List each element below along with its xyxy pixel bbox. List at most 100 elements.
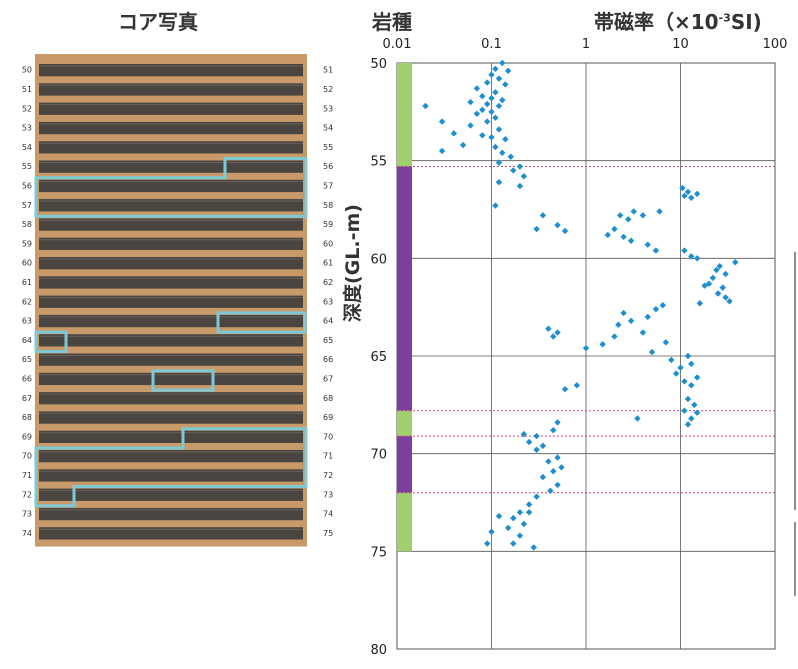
data-point — [520, 520, 528, 528]
data-point — [502, 81, 509, 88]
data-point — [625, 216, 632, 223]
data-point — [554, 329, 561, 336]
data-point — [713, 266, 720, 274]
data-point — [644, 313, 651, 321]
core-segment — [39, 64, 303, 77]
data-point — [573, 382, 581, 389]
data-point — [688, 382, 695, 389]
y-tick-label: 80 — [370, 643, 387, 658]
data-point — [545, 458, 552, 465]
core-depth-label-right: 70 — [323, 432, 333, 441]
rock-type-interval — [397, 410, 412, 437]
data-point — [483, 79, 491, 86]
core-segment — [39, 334, 303, 347]
data-point — [467, 98, 474, 106]
core-depth-label-left: 55 — [22, 162, 32, 171]
core-segment — [39, 102, 303, 115]
data-point — [662, 339, 670, 346]
data-point — [630, 208, 637, 215]
data-point — [716, 262, 723, 270]
data-point — [438, 118, 446, 125]
data-point — [525, 501, 533, 508]
data-point — [504, 67, 512, 75]
data-point — [714, 290, 722, 297]
data-point — [510, 514, 517, 522]
data-point — [520, 173, 528, 180]
data-point — [547, 487, 554, 494]
x-tick-label: 0.01 — [383, 37, 412, 52]
data-point — [691, 401, 698, 409]
data-point — [495, 178, 503, 186]
core-depth-label-left: 53 — [22, 124, 32, 133]
data-point — [616, 212, 624, 219]
core-depth-label-left: 57 — [22, 201, 32, 210]
core-highlight-box — [34, 427, 308, 508]
core-segment — [39, 141, 303, 154]
core-depth-label-left: 60 — [22, 259, 32, 268]
data-point — [656, 208, 663, 215]
data-point — [550, 427, 557, 434]
data-point — [620, 233, 627, 241]
core-segment — [39, 257, 303, 270]
data-point — [483, 100, 491, 108]
data-point — [611, 333, 618, 340]
data-point — [599, 341, 606, 348]
data-point — [479, 106, 486, 114]
data-point — [495, 512, 503, 520]
core-highlight-box — [151, 369, 215, 392]
data-point — [620, 309, 627, 317]
susceptibility-chart: 0.01 0.1 1 10 100 50 55 60 65 70 75 80 — [370, 37, 787, 658]
data-point — [507, 153, 514, 160]
core-depth-label-right: 69 — [323, 413, 333, 422]
core-segment — [39, 314, 303, 328]
data-point — [554, 481, 561, 489]
core-segment — [39, 372, 303, 386]
data-point — [525, 438, 533, 446]
data-point — [539, 473, 547, 481]
data-point — [693, 255, 701, 262]
core-depth-label-right: 72 — [323, 471, 333, 480]
core-segment — [39, 83, 303, 96]
x-tick-label: 1 — [582, 37, 590, 52]
data-point — [488, 134, 495, 141]
data-point — [719, 284, 726, 291]
data-point — [492, 114, 499, 121]
data-point — [516, 532, 524, 539]
core-depth-label-left: 51 — [22, 85, 32, 94]
data-point — [530, 544, 537, 551]
core-depth-label-left: 65 — [22, 355, 32, 364]
data-point — [550, 468, 557, 475]
data-point — [677, 364, 684, 371]
core-segment — [39, 199, 303, 212]
core-depth-label-right: 62 — [323, 278, 333, 287]
y-tick-label: 70 — [370, 448, 387, 463]
data-point — [492, 89, 499, 96]
data-point — [627, 317, 635, 325]
susceptibility-title: 帯磁率（×10-3SI) — [594, 6, 762, 35]
core-depth-label-right: 55 — [323, 143, 333, 152]
data-point — [483, 118, 491, 125]
core-depth-label-left: 63 — [22, 317, 32, 326]
data-point — [545, 325, 552, 332]
data-point — [473, 85, 481, 92]
data-point — [709, 274, 717, 282]
data-point — [722, 294, 729, 301]
data-point — [510, 540, 517, 547]
core-depth-label-right: 71 — [323, 452, 333, 461]
y-tick-label: 60 — [370, 252, 387, 267]
core-depth-label-left: 68 — [22, 413, 32, 422]
data-point — [492, 143, 499, 151]
core-highlight-box — [34, 157, 308, 218]
core-depth-label-right: 63 — [323, 297, 333, 306]
data-point — [499, 149, 506, 157]
core-depth-label-right: 73 — [323, 490, 333, 499]
data-point — [659, 302, 667, 309]
data-point — [604, 231, 611, 239]
data-point — [688, 194, 695, 201]
data-point — [533, 493, 540, 500]
core-depth-label-right: 75 — [323, 529, 333, 538]
x-tick-label: 0.1 — [481, 37, 502, 52]
data-point — [582, 344, 590, 352]
data-point — [554, 454, 561, 461]
